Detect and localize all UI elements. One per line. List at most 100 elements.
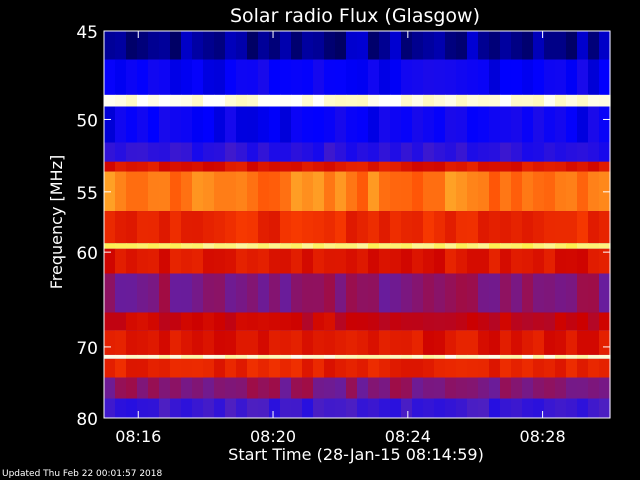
heatmap-cell: [280, 211, 292, 244]
heatmap-cell: [390, 248, 402, 274]
heatmap-cell: [577, 354, 589, 359]
heatmap-cell: [522, 273, 534, 313]
heatmap-cell: [390, 94, 402, 107]
heatmap-band: [104, 94, 611, 107]
heatmap-cell: [489, 211, 501, 244]
heatmap-cell: [555, 243, 567, 249]
heatmap-cell: [423, 358, 435, 378]
heatmap-cell: [588, 94, 600, 107]
heatmap-cell: [247, 161, 259, 172]
heatmap-cell: [500, 59, 512, 95]
heatmap-cell: [192, 94, 204, 107]
heatmap-cell: [324, 273, 336, 313]
heatmap-cell: [104, 94, 116, 107]
heatmap-cell: [115, 377, 127, 399]
heatmap-cell: [533, 161, 545, 172]
heatmap-cell: [489, 398, 501, 418]
heatmap-cell: [555, 31, 567, 60]
heatmap-cell: [236, 377, 248, 399]
heatmap-cell: [258, 358, 270, 378]
heatmap-cell: [588, 248, 600, 274]
heatmap-cell: [511, 377, 523, 399]
heatmap-cell: [236, 354, 248, 359]
heatmap-cell: [401, 354, 413, 359]
heatmap-cell: [313, 243, 325, 249]
heatmap-cell: [588, 377, 600, 399]
heatmap-cell: [148, 312, 160, 331]
heatmap-cell: [445, 31, 457, 60]
heatmap-cell: [467, 94, 479, 107]
heatmap-cell: [456, 354, 468, 359]
heatmap-cell: [368, 161, 380, 172]
heatmap-cell: [335, 142, 347, 162]
heatmap-cell: [599, 94, 611, 107]
heatmap-cell: [357, 358, 369, 378]
heatmap-cell: [291, 273, 303, 313]
heatmap-cell: [489, 59, 501, 95]
heatmap-cell: [566, 398, 578, 418]
heatmap-cell: [390, 358, 402, 378]
heatmap-cell: [335, 106, 347, 143]
heatmap-cell: [302, 243, 314, 249]
heatmap-cell: [302, 94, 314, 107]
heatmap-cell: [258, 330, 270, 355]
heatmap-cell: [500, 273, 512, 313]
heatmap-cell: [225, 161, 237, 172]
heatmap-cell: [544, 94, 556, 107]
heatmap-cell: [148, 31, 160, 60]
heatmap-cell: [247, 142, 259, 162]
heatmap-cell: [489, 106, 501, 143]
heatmap-cell: [346, 31, 358, 60]
heatmap-cell: [247, 94, 259, 107]
heatmap-cell: [258, 211, 270, 244]
heatmap-cell: [225, 377, 237, 399]
heatmap-cell: [434, 354, 446, 359]
heatmap-cell: [313, 358, 325, 378]
heatmap-cell: [423, 59, 435, 95]
heatmap-cell: [181, 330, 193, 355]
heatmap-cell: [445, 330, 457, 355]
heatmap-cell: [302, 354, 314, 359]
heatmap-cell: [291, 358, 303, 378]
heatmap-cell: [445, 312, 457, 331]
heatmap-cell: [379, 273, 391, 313]
heatmap-band: [104, 31, 611, 60]
heatmap-cell: [456, 243, 468, 249]
heatmap-cell: [159, 248, 171, 274]
heatmap-cell: [445, 273, 457, 313]
heatmap-cell: [104, 171, 116, 212]
heatmap-band: [104, 171, 611, 212]
heatmap-cell: [434, 94, 446, 107]
heatmap-cell: [412, 243, 424, 249]
heatmap-cell: [247, 354, 259, 359]
heatmap-cell: [115, 354, 127, 359]
heatmap-cell: [566, 273, 578, 313]
heatmap-cell: [412, 211, 424, 244]
heatmap-cell: [555, 59, 567, 95]
heatmap-cell: [104, 330, 116, 355]
heatmap-cell: [401, 330, 413, 355]
heatmap-cell: [170, 31, 182, 60]
heatmap-cell: [511, 312, 523, 331]
heatmap-cell: [258, 142, 270, 162]
heatmap-cell: [577, 142, 589, 162]
heatmap-cell: [368, 312, 380, 331]
y-axis-label: Frequency [MHz]: [47, 155, 66, 289]
heatmap-cell: [390, 211, 402, 244]
heatmap-cell: [214, 273, 226, 313]
heatmap-cell: [434, 142, 446, 162]
heatmap-cell: [423, 312, 435, 331]
heatmap-cell: [170, 312, 182, 331]
heatmap-cell: [148, 243, 160, 249]
heatmap-cell: [588, 312, 600, 331]
heatmap-cell: [104, 211, 116, 244]
heatmap-cell: [577, 377, 589, 399]
heatmap-cell: [269, 171, 281, 212]
heatmap-cell: [280, 59, 292, 95]
heatmap-cell: [467, 398, 479, 418]
heatmap-cell: [456, 94, 468, 107]
heatmap-cell: [335, 273, 347, 313]
heatmap-cell: [401, 248, 413, 274]
heatmap-cell: [324, 211, 336, 244]
